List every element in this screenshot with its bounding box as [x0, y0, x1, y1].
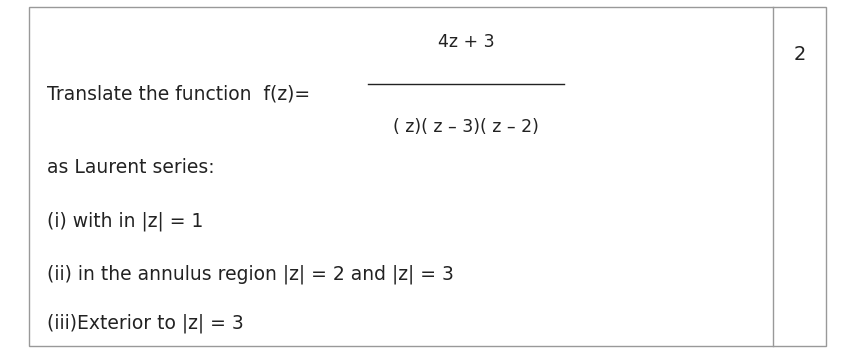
- Text: as Laurent series:: as Laurent series:: [47, 158, 215, 177]
- Text: (ii) in the annulus region |z| = 2 and |z| = 3: (ii) in the annulus region |z| = 2 and |…: [47, 264, 454, 284]
- Text: 2: 2: [794, 45, 806, 64]
- Text: 4z + 3: 4z + 3: [438, 33, 494, 51]
- Text: Translate the function  f(z)=: Translate the function f(z)=: [47, 85, 310, 104]
- Text: ( z)( z – 3)( z – 2): ( z)( z – 3)( z – 2): [393, 118, 539, 136]
- Text: (i) with in |z| = 1: (i) with in |z| = 1: [47, 212, 203, 231]
- Text: (iii)Exterior to |z| = 3: (iii)Exterior to |z| = 3: [47, 313, 244, 333]
